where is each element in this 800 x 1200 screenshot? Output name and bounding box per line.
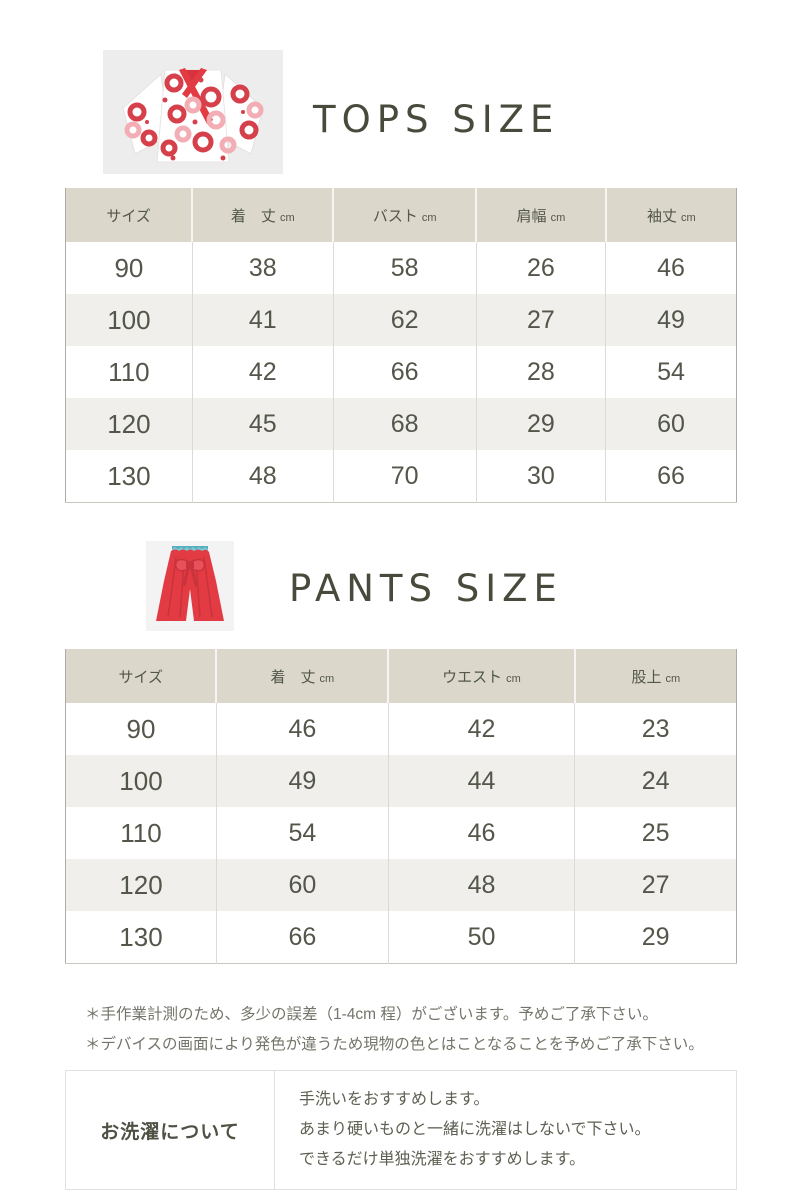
size-value-cell: 28: [475, 346, 606, 398]
size-value-cell: 46: [215, 703, 389, 755]
column-header: バスト cm: [332, 188, 477, 242]
size-value-cell: 130: [107, 460, 151, 491]
size-value-cell: 66: [215, 911, 389, 964]
size-value-cell: 29: [574, 911, 737, 964]
tops-header: TOPS SIZE: [103, 50, 800, 174]
column-header: 股上 cm: [573, 649, 737, 703]
table-row: 130 48 70 30 66: [66, 450, 737, 503]
size-value-cell: 42: [191, 346, 334, 398]
note-measurement-error: ＊手作業計測のため、多少の誤差（1-4cm 程）がございます。予めご了承下さい。: [85, 1006, 658, 1023]
size-value-cell: 120: [65, 859, 217, 911]
pants-size-table: サイズ着 丈 cm ウエスト cm 股上 cm 90 46 42 23 100 49 44 24 110 5…: [65, 649, 737, 964]
size-value-cell: 100: [65, 294, 193, 346]
size-value-cell: 90: [114, 252, 144, 283]
size-value-cell: 48: [191, 450, 334, 503]
size-value-cell: 68: [332, 398, 477, 450]
laundry-label: お洗濯について: [66, 1071, 275, 1189]
size-value-cell: 62: [332, 294, 477, 346]
size-value-cell: 29: [475, 398, 606, 450]
size-value-cell: 50: [387, 911, 575, 964]
table-row: 120 60 48 27: [65, 859, 737, 911]
size-value-cell: 60: [605, 398, 737, 450]
pants-header: PANTS SIZE: [146, 541, 800, 631]
size-value-cell: 42: [387, 703, 575, 755]
size-value-cell: 130: [119, 921, 163, 952]
pants-section: PANTS SIZE サイズ着 丈 cm ウエスト cm 股上 cm 90 46 42 23 10…: [0, 541, 800, 964]
size-value-cell: 48: [387, 859, 575, 911]
size-value-cell: 110: [108, 356, 150, 387]
size-value-cell: 120: [65, 398, 193, 450]
size-value-cell: 24: [574, 755, 737, 807]
column-header: ウエスト cm: [387, 649, 575, 703]
tops-product-image: [103, 50, 283, 174]
size-value-cell: 25: [574, 807, 737, 859]
size-value-cell: 27: [574, 859, 737, 911]
size-value-cell: 54: [215, 807, 389, 859]
size-value-cell: 26: [475, 242, 606, 294]
note-color-difference: ＊デバイスの画面により発色が違うため現物の色とはことなることを予めご了承下さい。: [85, 1036, 704, 1053]
column-header: 着 丈 cm: [191, 188, 334, 242]
size-value-cell: 41: [191, 294, 334, 346]
tops-size-table: サイズ着 丈 cm バスト cm 肩幅 cm 袖丈 cm 90 38 58 26 46 100 41 62 2…: [65, 188, 737, 503]
tops-section: TOPS SIZE サイズ着 丈 cm バスト cm 肩幅 cm 袖丈 cm 90 38 58 26…: [0, 50, 800, 503]
size-value-cell: 46: [387, 807, 575, 859]
size-value-cell: 66: [605, 450, 737, 503]
size-value-cell: 100: [65, 755, 217, 807]
size-value-cell: 54: [605, 346, 737, 398]
laundry-instructions: 手洗いをおすすめします。 あまり硬いものと一緒に洗濯はしないで下さい。 できるだ…: [275, 1071, 736, 1189]
table-row: 120 45 68 29 60: [65, 398, 737, 450]
size-value-cell: 46: [605, 242, 737, 294]
column-header: サイズ: [65, 188, 193, 242]
column-header: 袖丈 cm: [604, 188, 737, 242]
column-header: サイズ: [65, 649, 217, 703]
pants-title: PANTS SIZE: [289, 566, 563, 610]
laundry-line: できるだけ単独洗濯をおすすめします。: [299, 1151, 586, 1168]
size-value-cell: 90: [126, 713, 156, 744]
measurement-notes: ＊手作業計測のため、多少の誤差（1-4cm 程）がございます。予めご了承下さい。…: [85, 1000, 800, 1060]
size-value-cell: 70: [332, 450, 477, 503]
size-value-cell: 23: [574, 703, 737, 755]
table-row: 90 38 58 26 46: [66, 242, 737, 294]
table-row: 90 46 42 23: [66, 703, 737, 755]
laundry-info-box: お洗濯について 手洗いをおすすめします。 あまり硬いものと一緒に洗濯はしないで下…: [65, 1070, 737, 1190]
tops-title: TOPS SIZE: [313, 97, 560, 141]
column-header: 着 丈 cm: [215, 649, 389, 703]
pants-product-image: [146, 541, 234, 631]
size-value-cell: 27: [475, 294, 606, 346]
size-value-cell: 58: [332, 242, 477, 294]
table-row: 110 42 66 28 54: [66, 346, 737, 398]
table-row: 100 49 44 24: [65, 755, 737, 807]
table-row: 130 66 50 29: [66, 911, 737, 964]
size-value-cell: 49: [605, 294, 737, 346]
size-value-cell: 45: [191, 398, 334, 450]
size-value-cell: 30: [475, 450, 606, 503]
size-value-cell: 38: [191, 242, 334, 294]
column-header: 肩幅 cm: [475, 188, 606, 242]
size-value-cell: 44: [387, 755, 575, 807]
laundry-line: 手洗いをおすすめします。: [299, 1091, 490, 1108]
laundry-line: あまり硬いものと一緒に洗濯はしないで下さい。: [299, 1121, 651, 1138]
size-value-cell: 66: [332, 346, 477, 398]
size-value-cell: 60: [215, 859, 389, 911]
table-row: 100 41 62 27 49: [65, 294, 737, 346]
table-row: 110 54 46 25: [66, 807, 737, 859]
size-value-cell: 49: [215, 755, 389, 807]
size-value-cell: 110: [120, 817, 162, 848]
